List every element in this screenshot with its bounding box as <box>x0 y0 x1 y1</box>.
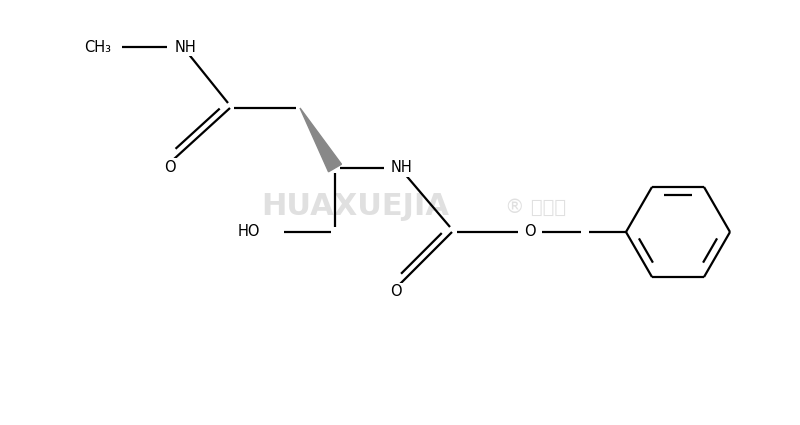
Text: HO: HO <box>238 224 260 240</box>
Polygon shape <box>300 108 342 172</box>
Text: O: O <box>524 224 536 240</box>
Text: NH: NH <box>174 40 196 54</box>
Text: CH₃: CH₃ <box>85 40 111 54</box>
Text: NH: NH <box>391 161 413 176</box>
Text: O: O <box>390 284 402 300</box>
Text: ® 化学加: ® 化学加 <box>505 198 566 216</box>
Text: O: O <box>164 159 176 175</box>
Text: HUAXUEJIA: HUAXUEJIA <box>261 193 449 221</box>
